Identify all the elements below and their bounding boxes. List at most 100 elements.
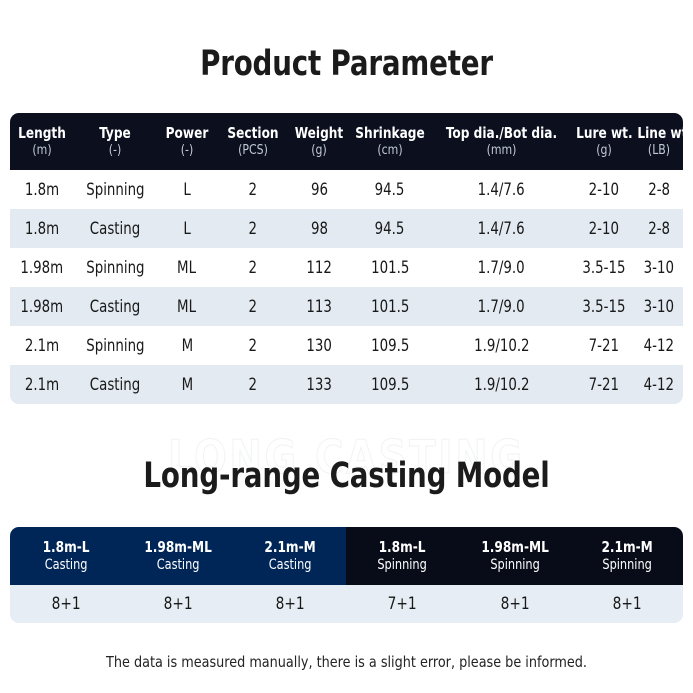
spec-header-type: Type (-) <box>74 113 156 170</box>
model-header-2-model: 1.98m-ML <box>144 538 212 556</box>
spec-header-section-label: Section <box>227 123 279 142</box>
spec-header-length: Length (m) <box>10 113 74 170</box>
cell-type: Spinning <box>85 258 145 277</box>
model-header-3: 2.1m-M Casting <box>234 527 347 585</box>
spec-table-head: Length (m) Type (-) Power (-) Section (P… <box>10 113 683 170</box>
spec-header-lure-weight-label: Lure wt. <box>576 123 633 142</box>
cell-section: 2 <box>248 180 258 199</box>
table-row: 1.98m Casting ML 2 113 101.5 1.7/9.0 3.5… <box>10 287 683 326</box>
cell-weight: 130 <box>306 336 332 355</box>
spec-header-lure-weight-unit: (g) <box>596 141 612 158</box>
cell-lure: 2-10 <box>588 219 620 238</box>
model-table-body: 8+1 8+1 8+1 7+1 8+1 8+1 <box>10 585 683 623</box>
cell-line: 2-8 <box>648 180 670 199</box>
specification-table: Length (m) Type (-) Power (-) Section (P… <box>10 113 683 404</box>
cell-shrinkage: 109.5 <box>370 336 410 355</box>
footer-note: The data is measured manually, there is … <box>106 653 587 671</box>
cell-length: 1.8m <box>24 219 60 238</box>
model-header-5-model: 1.98m-ML <box>480 538 549 556</box>
spec-header-line-weight-unit: (LB) <box>647 141 671 158</box>
model-header-2: 1.98m-ML Casting <box>122 527 235 585</box>
cell-power: L <box>183 219 191 238</box>
longrange-section: LONG CASTING Long-range Casting Model <box>0 430 693 502</box>
cell-weight: 133 <box>306 375 332 394</box>
spec-header-weight-unit: (g) <box>311 141 327 158</box>
spec-table-body: 1.8m Spinning L 2 96 94.5 1.4/7.6 2-10 2… <box>10 170 683 404</box>
cell-shrinkage: 101.5 <box>370 297 410 316</box>
cell-weight: 98 <box>310 219 328 238</box>
model-header-4-type: Spinning <box>377 557 428 573</box>
spec-header-diameter-unit: (mm) <box>486 141 517 158</box>
cell-section: 2 <box>248 219 258 238</box>
table-row: 1.8m Spinning L 2 96 94.5 1.4/7.6 2-10 2… <box>10 170 683 209</box>
cell-lure: 7-21 <box>588 375 620 394</box>
cell-type: Spinning <box>85 180 145 199</box>
cell-diameter: 1.4/7.6 <box>478 219 525 238</box>
cell-lure: 3.5-15 <box>582 297 626 316</box>
spec-header-power-label: Power <box>165 123 209 142</box>
model-header-4-model: 1.8m-L <box>379 538 427 556</box>
cell-line: 2-8 <box>648 219 670 238</box>
model-header-3-model: 2.1m-M <box>264 538 317 556</box>
spec-header-type-label: Type <box>99 123 131 142</box>
spec-header-diameter-label: Top dia./Bot dia. <box>445 123 558 142</box>
cell-lure: 2-10 <box>588 180 620 199</box>
spec-header-line-weight-label: Line wt. <box>637 123 683 142</box>
model-table-head: 1.8m-L Casting 1.98m-ML Casting 2.1m-M C… <box>10 527 683 585</box>
spec-header-section: Section (PCS) <box>218 113 288 170</box>
spec-header-weight-label: Weight <box>294 123 344 142</box>
cell-section: 2 <box>248 258 258 277</box>
watermark-text: LONG CASTING <box>168 430 525 485</box>
table-row: 2.1m Casting M 2 133 109.5 1.9/10.2 7-21… <box>10 365 683 404</box>
cell-type: Casting <box>89 219 141 238</box>
cell-bearing-6: 8+1 <box>612 594 642 614</box>
cell-diameter: 1.4/7.6 <box>478 180 525 199</box>
cell-length: 1.98m <box>20 258 64 277</box>
cell-section: 2 <box>248 375 258 394</box>
model-header-row: 1.8m-L Casting 1.98m-ML Casting 2.1m-M C… <box>10 527 683 585</box>
spec-header-shrinkage-unit: (cm) <box>377 141 403 158</box>
spec-header-shrinkage: Shrinkage (cm) <box>350 113 430 170</box>
model-header-1-model: 1.8m-L <box>42 538 90 556</box>
page-title: Product Parameter <box>200 44 493 84</box>
cell-line: 4-12 <box>643 336 675 355</box>
cell-diameter: 1.9/10.2 <box>473 336 530 355</box>
cell-bearing-4: 7+1 <box>388 594 418 614</box>
cell-type: Casting <box>89 297 141 316</box>
cell-weight: 112 <box>306 258 332 277</box>
cell-type: Casting <box>89 375 141 394</box>
spec-header-diameter: Top dia./Bot dia. (mm) <box>430 113 573 170</box>
model-header-6-type: Spinning <box>602 557 652 573</box>
cell-length: 1.98m <box>20 297 64 316</box>
cell-diameter: 1.7/9.0 <box>478 258 525 277</box>
cell-bearing-2: 8+1 <box>163 594 193 614</box>
spec-header-length-label: Length <box>18 123 66 142</box>
model-header-5: 1.98m-ML Spinning <box>458 527 571 585</box>
model-header-1-type: Casting <box>44 557 88 573</box>
cell-diameter: 1.7/9.0 <box>478 297 525 316</box>
model-header-3-type: Casting <box>269 557 312 573</box>
cell-line: 4-12 <box>643 375 675 394</box>
cell-line: 3-10 <box>643 258 675 277</box>
cell-type: Spinning <box>85 336 145 355</box>
cell-power: M <box>181 375 193 394</box>
cell-shrinkage: 101.5 <box>370 258 410 277</box>
cell-weight: 113 <box>306 297 332 316</box>
cell-power: L <box>183 180 191 199</box>
spec-header-type-unit: (-) <box>108 141 122 158</box>
model-header-5-type: Spinning <box>489 557 540 573</box>
cell-shrinkage: 94.5 <box>375 180 405 199</box>
cell-shrinkage: 94.5 <box>375 219 405 238</box>
spec-header-shrinkage-label: Shrinkage <box>355 123 425 142</box>
cell-bearing-1: 8+1 <box>51 594 81 614</box>
model-table: 1.8m-L Casting 1.98m-ML Casting 2.1m-M C… <box>10 527 683 623</box>
spec-header-section-unit: (PCS) <box>238 141 268 158</box>
cell-power: ML <box>177 258 197 277</box>
cell-section: 2 <box>248 297 258 316</box>
cell-section: 2 <box>248 336 258 355</box>
spec-header-lure-weight: Lure wt. (g) <box>573 113 635 170</box>
model-header-6-model: 2.1m-M <box>601 538 653 556</box>
product-title-container: Product Parameter <box>0 44 693 84</box>
table-row: 8+1 8+1 8+1 7+1 8+1 8+1 <box>10 585 683 623</box>
